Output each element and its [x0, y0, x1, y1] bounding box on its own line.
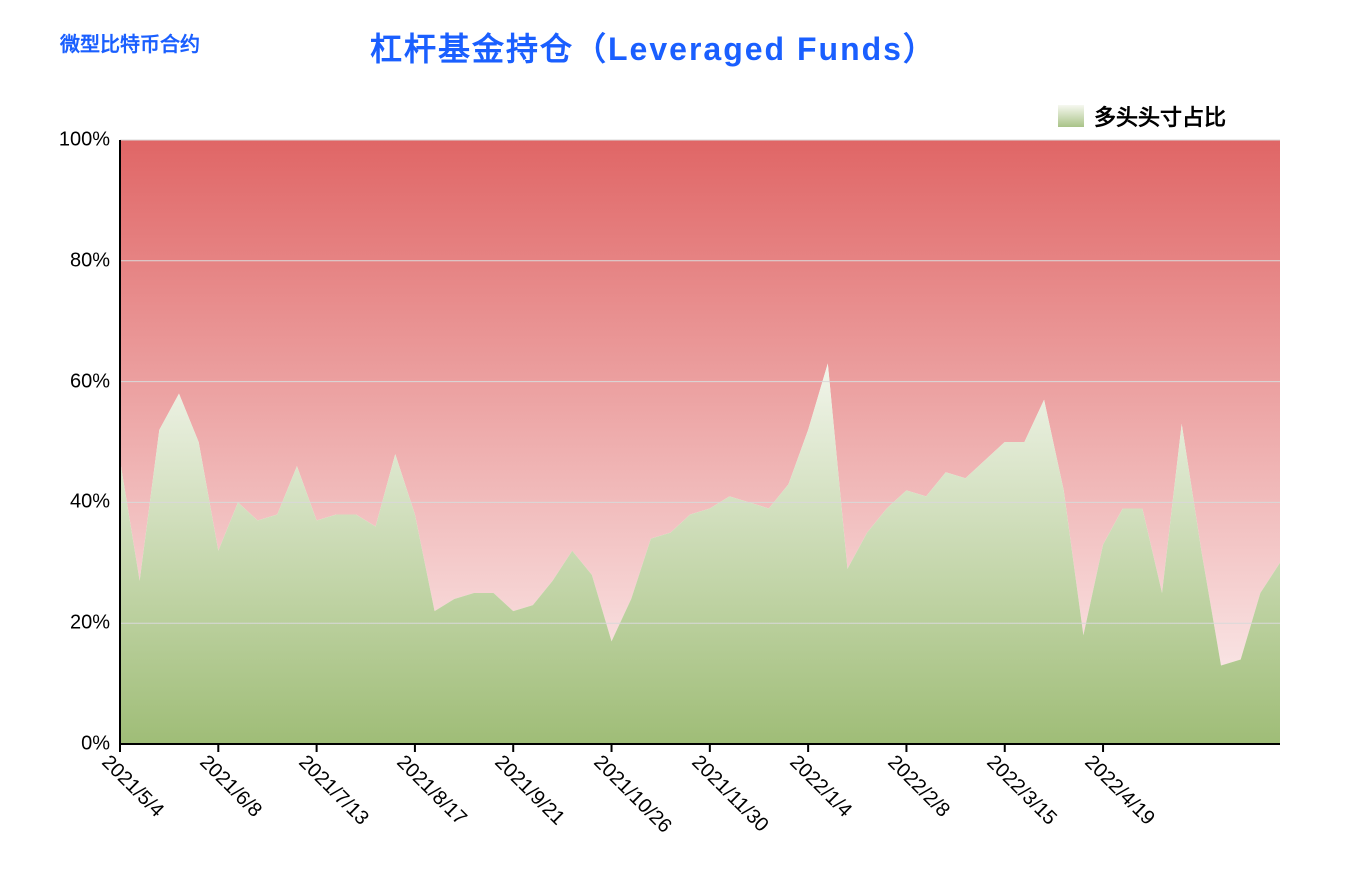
plot-area: 0%20%40%60%80%100%2021/5/42021/6/82021/7…: [120, 140, 1280, 744]
legend: 多头头寸占比: [1058, 100, 1226, 132]
legend-swatch: [1058, 105, 1084, 127]
x-tick-label: 2021/10/26: [588, 744, 682, 838]
y-tick-label: 100%: [59, 129, 120, 152]
x-tick-label: 2022/1/4: [785, 744, 863, 822]
y-tick-label: 40%: [70, 491, 120, 514]
chart-container: 微型比特币合约 杠杆基金持仓（Leveraged Funds） 多头头寸占比: [0, 0, 1346, 877]
plot-svg: [120, 140, 1280, 744]
x-tick-label: 2021/8/17: [392, 744, 478, 830]
chart-title: 杠杆基金持仓（Leveraged Funds）: [370, 24, 937, 70]
chart-subtitle: 微型比特币合约: [60, 28, 200, 57]
x-tick-label: 2021/7/13: [293, 744, 379, 830]
y-tick-label: 80%: [70, 249, 120, 272]
x-tick-label: 2021/11/30: [686, 744, 779, 837]
x-tick-label: 2022/2/8: [883, 744, 961, 822]
x-tick-label: 2022/3/15: [981, 744, 1067, 830]
y-tick-label: 20%: [70, 612, 120, 635]
x-tick-label: 2021/6/8: [195, 744, 273, 822]
x-tick-label: 2022/4/19: [1080, 744, 1166, 830]
x-tick-label: 2021/9/21: [490, 744, 576, 830]
legend-label: 多头头寸占比: [1094, 100, 1226, 132]
y-tick-label: 60%: [70, 370, 120, 393]
x-tick-label: 2021/5/4: [97, 744, 175, 822]
